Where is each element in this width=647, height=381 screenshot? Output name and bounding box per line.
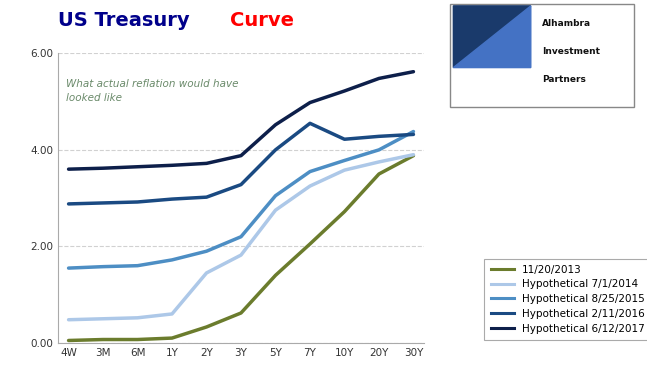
Text: Investment: Investment <box>542 47 600 56</box>
Text: Alhambra: Alhambra <box>542 19 591 28</box>
Legend: 11/20/2013, Hypothetical 7/1/2014, Hypothetical 8/25/2015, Hypothetical 2/11/201: 11/20/2013, Hypothetical 7/1/2014, Hypot… <box>485 259 647 340</box>
Text: Curve: Curve <box>230 11 294 30</box>
Text: What actual reflation would have
looked like: What actual reflation would have looked … <box>65 79 238 102</box>
Polygon shape <box>454 6 531 67</box>
Polygon shape <box>454 6 531 67</box>
Text: Partners: Partners <box>542 75 586 84</box>
Text: US Treasury: US Treasury <box>58 11 197 30</box>
FancyBboxPatch shape <box>450 4 634 107</box>
